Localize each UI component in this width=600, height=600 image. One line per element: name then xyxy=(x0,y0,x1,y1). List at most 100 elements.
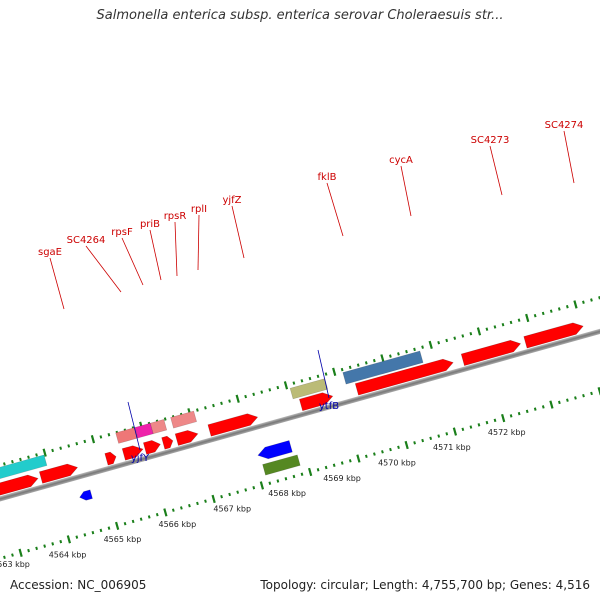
tick-reverse xyxy=(421,438,425,443)
gene-forward-inner[interactable] xyxy=(460,338,522,366)
tick-forward xyxy=(42,448,47,457)
gene-rpsR[interactable] xyxy=(149,419,168,435)
gene-forward-inner[interactable] xyxy=(0,473,40,497)
tick-forward xyxy=(421,345,424,349)
gene-label-forward: SC4273 xyxy=(471,135,510,146)
tick-reverse xyxy=(43,544,47,548)
tick-reverse xyxy=(220,494,223,499)
tick-forward xyxy=(19,457,22,462)
tick-forward xyxy=(461,334,465,338)
tick-reverse xyxy=(171,508,175,512)
tick-reverse xyxy=(180,506,183,510)
tick-forward xyxy=(220,401,223,406)
gene-label-forward: rpsF xyxy=(111,227,133,238)
gene-label-forward: rpsR xyxy=(164,211,187,222)
gene-forward-inner[interactable] xyxy=(523,320,585,349)
kbp-label: 4570 kbp xyxy=(378,458,416,467)
tick-reverse xyxy=(292,474,296,479)
gene-ytfB[interactable] xyxy=(262,454,301,476)
tick-reverse xyxy=(3,555,6,560)
gene-forward-inner[interactable] xyxy=(174,428,199,446)
tick-forward xyxy=(308,376,312,381)
tick-forward xyxy=(389,354,392,358)
tick-reverse xyxy=(558,400,561,405)
tick-forward xyxy=(573,300,578,309)
tick-reverse xyxy=(236,490,240,494)
label-leader xyxy=(317,349,330,399)
tick-reverse xyxy=(244,488,248,492)
tick-forward xyxy=(332,367,337,376)
gene-cycA[interactable] xyxy=(342,350,424,385)
tick-forward xyxy=(204,406,207,410)
label-leader xyxy=(197,214,200,271)
gene-forward-inner[interactable] xyxy=(207,411,259,437)
tick-reverse xyxy=(477,423,481,427)
tick-forward xyxy=(59,446,63,450)
label-leader xyxy=(49,257,65,310)
gene-forward-inner[interactable] xyxy=(121,443,144,461)
tick-reverse xyxy=(300,472,304,476)
gene-forward-inner[interactable] xyxy=(38,462,79,484)
gene-reverse[interactable] xyxy=(256,440,293,461)
tick-forward xyxy=(276,385,280,390)
gene-fklB[interactable] xyxy=(289,378,329,400)
tick-forward xyxy=(525,313,530,323)
tick-forward xyxy=(565,305,569,309)
tick-forward xyxy=(582,300,585,304)
tick-forward xyxy=(541,311,545,316)
gene-forward-inner[interactable] xyxy=(161,435,175,450)
tick-reverse xyxy=(188,503,191,508)
tick-reverse xyxy=(356,454,361,463)
gene-rpsF[interactable] xyxy=(115,427,139,444)
gene-label-forward: priB xyxy=(140,219,160,230)
label-leader xyxy=(563,130,575,184)
gene-label-forward: SC4274 xyxy=(545,120,584,131)
tick-forward xyxy=(107,433,111,437)
tick-reverse xyxy=(324,465,328,470)
tick-reverse xyxy=(131,519,135,524)
kbp-label: 4572 kbp xyxy=(488,428,526,437)
gene-forward-inner[interactable] xyxy=(142,438,162,455)
gene-reverse-yjfY[interactable] xyxy=(78,489,93,502)
tick-forward xyxy=(212,403,215,408)
tick-reverse xyxy=(139,517,143,521)
tick-reverse xyxy=(155,512,159,517)
genome-backbone xyxy=(0,272,600,519)
tick-reverse xyxy=(204,499,207,503)
tick-reverse xyxy=(509,414,513,418)
tick-forward xyxy=(372,358,376,363)
tick-forward xyxy=(340,367,344,372)
kbp-label: 4564 kbp xyxy=(49,550,87,559)
tick-reverse xyxy=(525,409,529,414)
tick-reverse xyxy=(517,411,521,416)
tick-forward xyxy=(268,388,272,392)
gene-rplI[interactable] xyxy=(170,410,198,429)
genome-summary-text: Topology: circular; Length: 4,755,700 bp… xyxy=(260,578,590,592)
tick-forward xyxy=(90,435,96,444)
gene-cog-cyan[interactable] xyxy=(0,454,48,504)
gene-forward-inner[interactable] xyxy=(299,390,334,412)
tick-forward xyxy=(67,444,71,448)
gene-forward-inner[interactable] xyxy=(104,451,118,466)
label-leader xyxy=(326,182,344,237)
tick-forward xyxy=(244,394,248,399)
tick-forward xyxy=(397,352,400,356)
tick-reverse xyxy=(35,546,38,551)
tick-forward xyxy=(99,435,103,439)
map-title: Salmonella enterica subsp. enterica sero… xyxy=(96,8,504,23)
tick-forward xyxy=(300,379,304,383)
gene-label-reverse: ytfB xyxy=(319,401,339,412)
tick-reverse xyxy=(259,481,265,490)
gene-label-forward: yjfZ xyxy=(222,195,241,206)
gene-priB[interactable] xyxy=(134,422,154,439)
tick-reverse xyxy=(228,492,231,497)
gene-label-reverse: yjfY xyxy=(131,453,150,464)
tick-forward xyxy=(445,338,449,343)
tick-reverse xyxy=(574,396,577,400)
tick-reverse xyxy=(59,539,63,544)
tick-forward xyxy=(533,313,537,318)
tick-reverse xyxy=(66,535,72,544)
tick-reverse xyxy=(163,508,168,517)
gene-forward-inner[interactable] xyxy=(354,357,455,396)
tick-reverse xyxy=(541,405,545,409)
